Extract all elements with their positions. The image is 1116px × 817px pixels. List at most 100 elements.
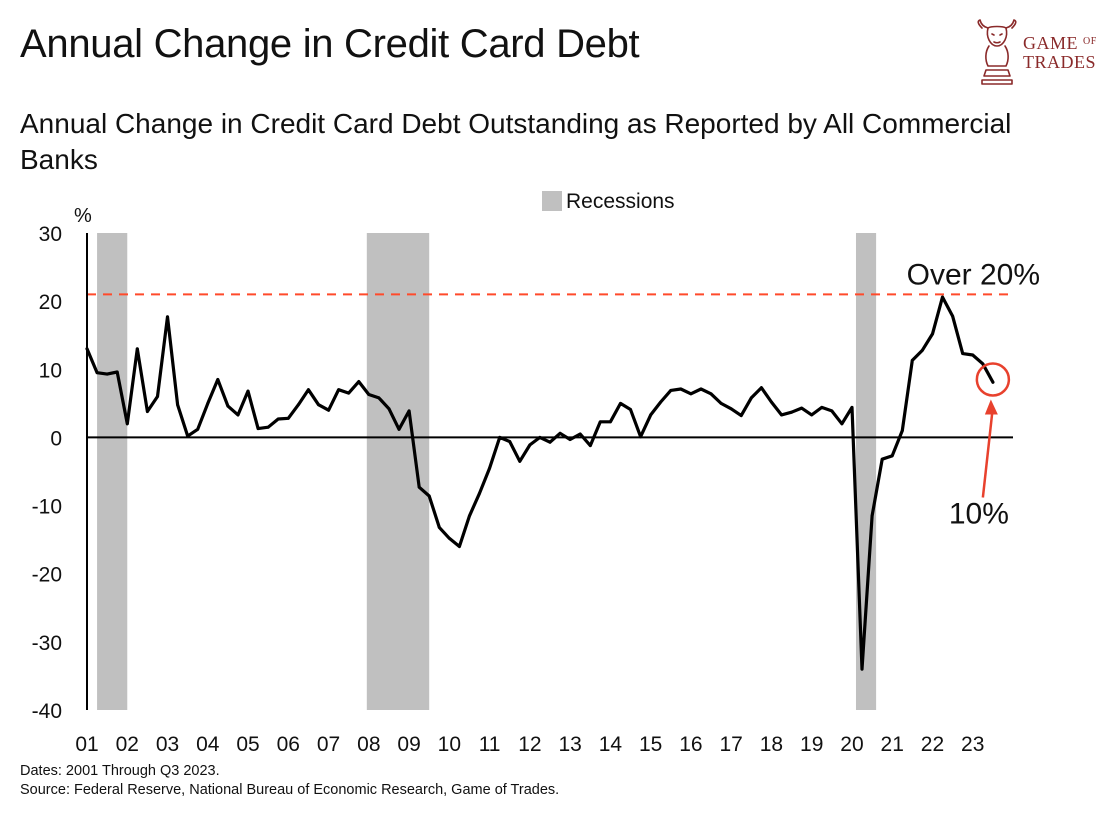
data-point: [971, 353, 975, 357]
bull-chess-knight-icon: [977, 19, 1017, 85]
x-tick-label: 05: [236, 733, 259, 756]
data-point: [538, 436, 542, 439]
x-tick-label: 10: [438, 733, 461, 756]
data-point: [528, 443, 532, 447]
x-tick-label: 08: [357, 733, 380, 756]
data-point: [518, 459, 522, 463]
x-tick-label: 02: [116, 733, 139, 756]
data-point: [629, 408, 632, 411]
x-tick-label: 19: [800, 733, 823, 756]
x-tick-label: 12: [518, 733, 541, 756]
data-point: [669, 389, 673, 392]
data-point: [256, 427, 260, 430]
recession-band-2: [366, 233, 430, 710]
data-point: [236, 413, 240, 417]
data-point: [850, 406, 854, 409]
x-tick-label: 03: [156, 733, 179, 756]
data-point: [206, 402, 210, 405]
annotation-arrow: [981, 411, 994, 498]
x-tick-label: 13: [558, 733, 581, 756]
data-point: [508, 440, 512, 443]
y-axis-ticks: 30 20 10 0 -10 -20 -30 -40: [32, 223, 62, 723]
logo-wordmark: GAME OF TRADES: [1023, 32, 1097, 72]
data-point: [588, 444, 592, 447]
data-point: [749, 396, 753, 400]
data-point: [95, 371, 99, 375]
data-point: [156, 395, 159, 398]
data-point: [870, 514, 874, 518]
x-tick-label: 09: [397, 733, 420, 756]
data-point: [931, 332, 934, 336]
data-point: [860, 667, 864, 671]
data-point: [317, 403, 320, 407]
data-point: [357, 380, 361, 383]
data-point: [427, 494, 431, 498]
data-point: [186, 434, 190, 438]
data-point: [437, 526, 441, 529]
data-point: [337, 388, 340, 392]
x-tick-label: 06: [277, 733, 300, 756]
x-axis-ticks: 01 02 03 04 05 06 07 08 09 10 11 12 13 14 15 16 17 18 19 20…: [75, 733, 984, 756]
x-tick-label: 04: [196, 733, 220, 756]
annotation-10-percent: 10%: [949, 362, 1011, 531]
x-tick-label: 20: [840, 733, 863, 756]
data-point: [981, 362, 985, 366]
y-tick-label: 20: [39, 291, 62, 314]
data-point: [910, 359, 914, 362]
y-axis-unit-label: %: [74, 205, 92, 227]
data-point: [246, 389, 250, 393]
data-point: [417, 485, 421, 489]
data-point: [880, 457, 884, 461]
y-tick-label: 0: [50, 427, 62, 450]
x-tick-label: 17: [719, 733, 742, 756]
footer-dates: Dates: 2001 Through Q3 2023.: [20, 763, 220, 779]
data-point: [679, 387, 683, 391]
y-tick-label: -20: [32, 564, 62, 587]
data-point: [216, 378, 220, 381]
data-point: [760, 386, 763, 390]
game-of-trades-logo: GAME OF TRADES: [974, 18, 1104, 90]
data-point: [790, 410, 793, 414]
data-point: [619, 402, 622, 405]
data-point: [105, 372, 109, 376]
data-point: [407, 409, 411, 413]
data-point: [598, 420, 602, 424]
data-point: [85, 347, 89, 351]
recession-band-3: [855, 233, 877, 710]
annotation-label: 10%: [949, 498, 1009, 531]
data-point: [135, 347, 139, 351]
x-tick-label: 22: [921, 733, 944, 756]
legend: Recessions: [542, 190, 675, 213]
data-point: [840, 422, 844, 426]
series-lines: [85, 295, 995, 671]
data-point: [639, 435, 642, 439]
data-point: [176, 403, 180, 407]
logo-word-trades: TRADES: [1023, 52, 1097, 72]
data-point: [226, 404, 230, 408]
data-point: [578, 432, 582, 436]
data-point: [115, 370, 119, 374]
y-tick-label: 10: [39, 359, 62, 382]
data-point: [890, 454, 894, 458]
x-tick-label: 11: [479, 733, 501, 756]
x-tick-label: 14: [599, 733, 623, 756]
data-point: [699, 387, 703, 391]
data-point: [548, 440, 552, 444]
data-point: [719, 402, 723, 405]
data-point: [377, 396, 381, 400]
data-point: [780, 413, 783, 417]
data-point: [941, 295, 944, 299]
legend-label-recessions: Recessions: [566, 190, 675, 213]
x-tick-label: 23: [961, 733, 984, 756]
data-point: [951, 314, 954, 318]
data-point: [739, 414, 743, 417]
data-point: [468, 514, 471, 518]
data-point: [649, 413, 653, 417]
data-point: [266, 425, 270, 429]
data-point: [327, 408, 330, 412]
data-point: [729, 407, 733, 411]
chart-title: Annual Change in Credit Card Debt: [20, 22, 640, 66]
series-points: [85, 295, 995, 671]
x-tick-label: 07: [317, 733, 340, 756]
